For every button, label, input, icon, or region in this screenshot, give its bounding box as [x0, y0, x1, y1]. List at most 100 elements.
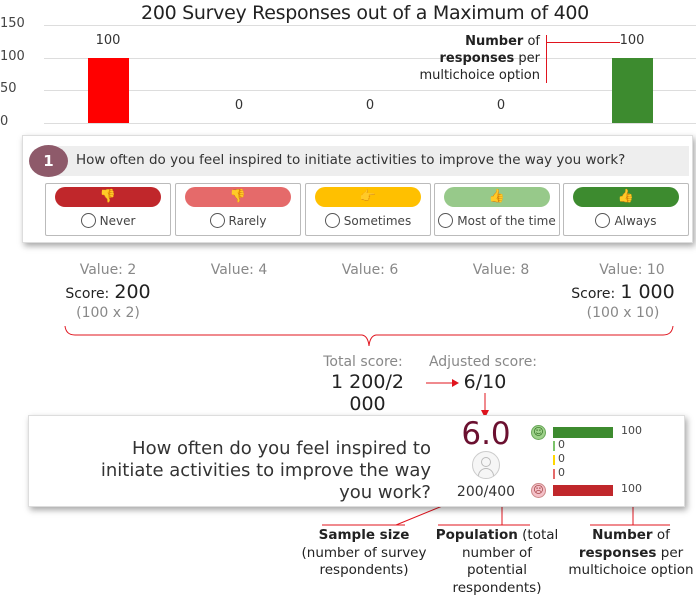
option-label: Never	[46, 213, 170, 228]
bar-always	[612, 57, 653, 123]
distribution-value: 0	[558, 466, 565, 479]
annotation-text: per	[656, 544, 684, 561]
annotation-bold: responses	[439, 51, 515, 66]
total-score-label: Total score:	[323, 354, 403, 370]
adjusted-score-label: Adjusted score:	[428, 354, 538, 370]
option-text: Never	[99, 214, 136, 228]
option-rarely[interactable]: 👎 Rarely	[175, 183, 301, 236]
distribution-bar	[553, 455, 555, 465]
option-text: Sometimes	[343, 214, 412, 228]
score-always: Score: 1 000	[555, 281, 691, 303]
distribution-bar	[553, 441, 555, 451]
annotation-bold: Sample size	[318, 527, 410, 543]
sample-size-annotation: Sample size (number of survey respondent…	[300, 527, 428, 580]
bar-value-label: 0	[365, 98, 375, 113]
annotation-line	[546, 42, 620, 43]
value-label: Value: 8	[472, 262, 530, 278]
value-label: Value: 4	[210, 262, 268, 278]
option-text: Rarely	[228, 214, 267, 228]
avatar-icon	[472, 451, 500, 479]
brace	[64, 325, 674, 347]
gridline	[44, 25, 696, 26]
connector-lines	[64, 325, 674, 526]
annotation-bold: Population	[435, 527, 518, 543]
value-label: Value: 6	[341, 262, 399, 278]
score-never: Score: 200	[40, 281, 176, 303]
question-text: How often do you feel inspired to initia…	[76, 152, 626, 168]
annotation-bold: Number	[592, 527, 653, 543]
annotation-text: respondents)	[452, 579, 542, 596]
annotation-text: per	[514, 51, 540, 66]
annotation-text: multichoice option	[568, 562, 694, 578]
y-tick-label: 50	[0, 81, 17, 97]
population-annotation: Population (total number of potential re…	[430, 527, 564, 597]
radio-button[interactable]	[438, 213, 454, 228]
y-tick-label: 150	[0, 16, 25, 31]
arrowhead-icon	[452, 379, 459, 387]
adjusted-score-value: 6/10	[463, 371, 507, 393]
question-bar: How often do you feel inspired to initia…	[51, 146, 689, 176]
thumbs-up-icon: 👍	[444, 187, 550, 207]
average-score: 6.0	[461, 416, 511, 452]
distribution-value: 100	[621, 482, 642, 495]
bar-never	[88, 57, 129, 123]
annotation-text: of	[652, 527, 670, 543]
happy-face-icon: ☺	[531, 425, 546, 440]
radio-button[interactable]	[209, 213, 225, 228]
arrowhead-icon	[481, 410, 489, 418]
responses-annotation: Number of responses per multichoice opti…	[566, 527, 696, 580]
result-card: How often do you feel inspired to initia…	[28, 415, 685, 507]
option-most-of-the-time[interactable]: 👍 Most of the time	[434, 183, 560, 236]
sample-ratio: 200/400	[456, 484, 516, 500]
bar-value-label: 0	[234, 98, 244, 113]
distribution-value: 100	[621, 424, 642, 437]
option-text: Always	[614, 214, 657, 228]
score-calculation: (100 x 2)	[76, 305, 140, 321]
thumb-sideways-icon: 👉	[315, 187, 421, 207]
option-always[interactable]: 👍 Always	[563, 183, 689, 236]
annotation-text: multichoice option	[419, 68, 540, 83]
option-label: Sometimes	[306, 213, 430, 228]
total-score-value: 1 200/2 000	[331, 371, 404, 415]
radio-button[interactable]	[80, 213, 96, 228]
option-label: Rarely	[176, 213, 300, 228]
annotation-text: respondents)	[319, 562, 409, 578]
option-label: Always	[564, 213, 688, 228]
distribution-bar	[553, 485, 613, 496]
score-calculation: (100 x 10)	[586, 305, 660, 321]
gridline	[44, 57, 696, 59]
bar-value-label: 0	[496, 98, 506, 113]
annotation-bold: Number	[465, 34, 524, 49]
annotation-line	[546, 35, 547, 83]
chart-annotation: Number of responses per multichoice opti…	[400, 33, 540, 84]
radio-button[interactable]	[595, 213, 611, 228]
annotation-text: number of potential	[462, 544, 532, 579]
bar-value-label: 100	[95, 32, 121, 48]
annotation-text: of	[523, 34, 540, 49]
option-never[interactable]: 👎 Never	[45, 183, 171, 236]
chart-title: 200 Survey Responses out of a Maximum of…	[141, 2, 589, 24]
score-value: 200	[114, 281, 151, 303]
value-label: Value: 10	[599, 262, 665, 278]
annotation-bold: responses	[578, 544, 657, 561]
radio-button[interactable]	[324, 213, 340, 228]
distribution-bar	[553, 469, 555, 479]
score-value: 1 000	[620, 281, 675, 303]
annotation-text: (number of survey	[301, 544, 427, 561]
option-sometimes[interactable]: 👉 Sometimes	[305, 183, 431, 236]
y-tick-label: 0	[0, 114, 9, 129]
gridline	[44, 123, 696, 124]
distribution-bar	[553, 427, 613, 438]
double-thumbs-up-icon: 👍	[573, 187, 679, 207]
sad-face-icon: ☹	[531, 483, 546, 498]
result-question: How often do you feel inspired to initia…	[100, 438, 431, 503]
thumbs-down-icon: 👎	[185, 187, 291, 207]
double-thumbs-down-icon: 👎	[55, 187, 161, 207]
question-card: How often do you feel inspired to initia…	[22, 135, 693, 243]
option-label: Most of the time	[435, 213, 559, 228]
distribution-value: 0	[558, 452, 565, 465]
bar-value-label: 100	[619, 32, 645, 48]
score-label: Score:	[571, 286, 616, 302]
question-number-badge: 1	[29, 145, 68, 177]
annotation-text: (total	[517, 527, 559, 543]
